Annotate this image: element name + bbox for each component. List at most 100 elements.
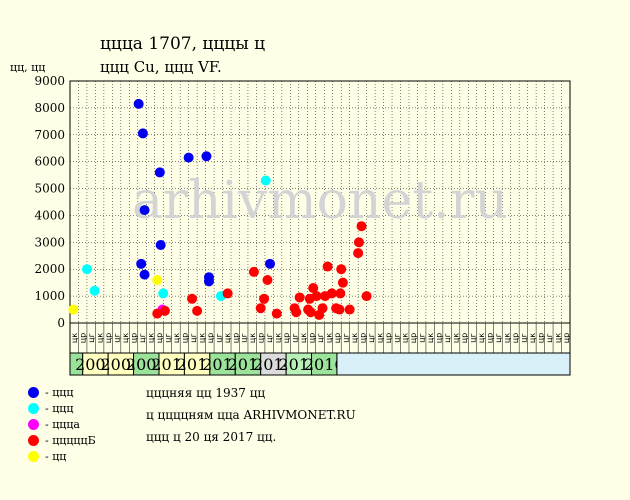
month-tick-label: цг [443,333,452,343]
data-point [187,293,198,304]
data-point [152,274,163,285]
month-tick-label: цк [375,333,384,343]
legend-marker [28,402,39,414]
data-point [262,274,273,285]
year-label: 2008 [100,355,141,374]
legend-item: - цццццБ [28,432,96,448]
y-tick-label: 2000 [34,262,65,276]
data-point [154,167,165,178]
year-label: 2015 [278,355,319,374]
legend-label: - ццца [45,417,80,431]
y-tick-label: 1000 [34,289,65,303]
data-point [201,151,212,162]
data-point [255,303,266,314]
note-line-1: цццняя цц 1937 цц [146,386,266,400]
month-tick-label: цг [113,333,122,343]
data-point [337,277,348,288]
month-tick-label: цр [562,333,571,344]
month-tick-label: цг [240,333,249,343]
month-tick-label: цг [367,333,376,343]
data-point [265,258,275,269]
data-point [192,305,203,316]
data-point [259,293,270,304]
legend-marker [28,450,39,462]
y-tick-label: 0 [57,316,65,330]
month-tick-label: цк [350,333,359,343]
month-tick-label: цр [104,333,113,344]
chart-note: цццняя цц 1937 цц ц ццццням цца ARHIVMON… [146,382,356,448]
month-tick-label: цг [163,333,172,343]
month-tick-label: цр [155,333,164,344]
month-tick-label: цр [79,333,88,344]
month-tick-label: цр [435,333,444,344]
year-cell-end [336,352,571,376]
legend-item: - ццц [28,384,96,400]
data-point [294,292,305,303]
data-point [353,237,364,248]
month-tick-label: цг [494,333,503,343]
data-point [353,248,364,259]
month-tick-label: цг [392,333,401,343]
data-point [159,305,170,316]
data-point [89,285,100,296]
month-tick-label: цг [214,333,223,343]
year-label: 2010 [151,355,192,374]
data-point [222,288,233,299]
data-point [336,264,347,275]
note-line-3: ццц ц 20 ця 2017 цц. [146,430,277,444]
month-tick-label: цр [358,333,367,344]
year-label: 2014 [253,355,294,374]
data-point [183,152,194,163]
month-tick-label: цг [418,333,427,343]
year-label: 2012 [202,355,243,374]
legend-item: - ццца [28,416,96,432]
month-tick-label: цр [333,333,342,344]
data-point [291,307,302,318]
month-tick-label: цг [265,333,274,343]
data-point [203,276,214,287]
note-line-2: ц ццццням цца ARHIVMONET.RU [146,408,356,422]
data-point [344,304,355,315]
data-point [361,291,372,302]
month-tick-label: цг [138,333,147,343]
legend-label: - ццц [45,385,74,399]
month-band [69,322,571,354]
month-tick-label: цк [299,333,308,343]
data-point [271,308,282,319]
year-label: 2009 [126,355,167,374]
month-tick-label: цр [130,333,139,344]
month-tick-label: цр [485,333,494,344]
data-point [81,264,92,275]
month-tick-label: цг [316,333,325,343]
month-tick-label: цг [341,333,350,343]
month-tick-label: цк [197,333,206,343]
month-tick-label: цр [257,333,266,344]
month-tick-label: цр [384,333,393,344]
month-tick-label: цр [409,333,418,344]
month-tick-label: цг [87,333,96,343]
data-point [311,291,322,302]
month-tick-label: цр [282,333,291,344]
y-tick-label: 3000 [34,235,65,249]
month-tick-label: цр [231,333,240,344]
chart-subtitle: ццц Cu, ццц VF. [100,58,222,76]
data-point [155,240,166,251]
month-tick-label: цг [189,333,198,343]
data-point [68,304,79,315]
month-tick-label: цк [70,333,79,343]
year-label: 2007 [75,355,116,374]
legend-marker [28,434,39,446]
data-point [356,221,367,232]
legend-label: - цц [45,449,67,463]
data-point [152,308,163,319]
month-tick-label: цк [274,333,283,343]
data-point [136,258,147,269]
month-tick-label: цк [96,333,105,343]
data-point [260,175,271,186]
data-point [137,128,148,139]
data-point [139,205,150,216]
chart-title: ццца 1707, цццы ц [100,34,266,54]
y-tick-label: 6000 [34,155,65,169]
legend-label: - цццццБ [45,433,96,447]
month-tick-label: цк [248,333,257,343]
